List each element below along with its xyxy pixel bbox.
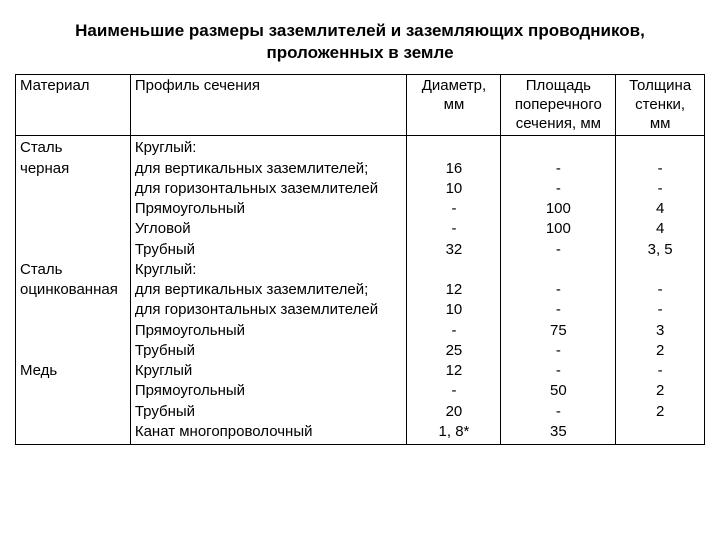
header-thickness: Толщина стенки, мм	[616, 75, 705, 136]
table-row: Сталь черная Сталь оцинкованная Медь Кру…	[16, 136, 705, 445]
page-title: Наименьшие размеры заземлителей и заземл…	[15, 20, 705, 64]
diameter-cell: 16 10 - - 32 12 10 - 25 12 - 20 1, 8*	[407, 136, 501, 445]
header-row: Материал Профиль сечения Диаметр, мм Пло…	[16, 75, 705, 136]
grounding-table: Материал Профиль сечения Диаметр, мм Пло…	[15, 74, 705, 445]
header-profile: Профиль сечения	[130, 75, 407, 136]
profile-cell: Круглый: для вертикальных заземлителей; …	[130, 136, 407, 445]
material-cell: Сталь черная Сталь оцинкованная Медь	[16, 136, 131, 445]
title-line-1: Наименьшие размеры заземлителей и заземл…	[75, 21, 645, 40]
area-cell: - - 100 100 - - - 75 - - 50 - 35	[501, 136, 616, 445]
thickness-cell: - - 4 4 3, 5 - - 3 2 - 2 2	[616, 136, 705, 445]
header-material: Материал	[16, 75, 131, 136]
header-area: Площадь поперечного сечения, мм	[501, 75, 616, 136]
title-line-2: проложенных в земле	[266, 43, 453, 62]
header-diameter: Диаметр, мм	[407, 75, 501, 136]
